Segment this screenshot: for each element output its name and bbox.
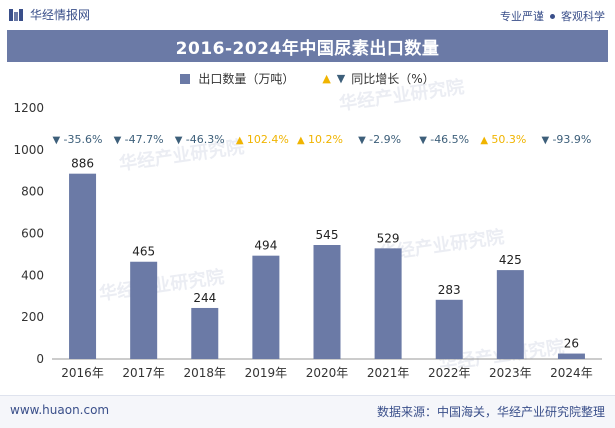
legend-up-triangle-icon: ▲ xyxy=(322,72,331,85)
bar xyxy=(496,270,524,359)
growth-label: 102.4% xyxy=(247,133,289,146)
bar-value-label: 494 xyxy=(254,239,277,253)
x-tick-label: 2017年 xyxy=(122,366,165,380)
bar xyxy=(191,307,219,359)
growth-label: -46.5% xyxy=(430,133,469,146)
chart-title-bar: 2016-2024年中国尿素出口数量 xyxy=(7,30,608,62)
x-tick-label: 2022年 xyxy=(428,366,471,380)
bar-value-label: 886 xyxy=(71,157,94,171)
y-tick-label: 0 xyxy=(36,352,44,366)
y-tick-label: 200 xyxy=(21,310,44,324)
legend-growth-label: 同比增长（%） xyxy=(351,72,435,86)
bar-value-label: 545 xyxy=(316,228,339,242)
growth-down-triangle-icon: ▼ xyxy=(358,135,366,146)
growth-label: -47.7% xyxy=(125,133,164,146)
watermark-text: 华经产业研究院 xyxy=(338,76,466,115)
bar-value-label: 465 xyxy=(132,245,155,259)
x-tick-label: 2021年 xyxy=(367,366,410,380)
slogan-left: 专业严谨 xyxy=(500,10,544,23)
footer: www.huaon.com 数据来源：中国海关，华经产业研究院整理 xyxy=(0,395,615,428)
bar-value-label: 283 xyxy=(438,283,461,297)
brand-logo-icon xyxy=(9,8,23,21)
growth-label: 10.2% xyxy=(308,133,343,146)
bar-value-label: 26 xyxy=(564,337,579,351)
growth-down-triangle-icon: ▼ xyxy=(53,135,61,146)
top-bar: 华经情报网 专业严谨 客观科学 xyxy=(0,0,615,30)
growth-up-triangle-icon: ▲ xyxy=(480,135,488,146)
bar-value-label: 425 xyxy=(499,253,522,267)
y-tick-label: 600 xyxy=(21,227,44,241)
bar-value-label: 529 xyxy=(377,231,400,245)
bar-value-label: 244 xyxy=(193,291,216,305)
x-tick-label: 2024年 xyxy=(550,366,593,380)
chart-legend: 出口数量（万吨） ▲ ▼ 同比增长（%） xyxy=(0,70,615,87)
bar xyxy=(69,173,97,359)
footer-site: www.huaon.com xyxy=(10,403,110,417)
slogan: 专业严谨 客观科学 xyxy=(500,8,605,24)
bar xyxy=(130,261,158,359)
bar xyxy=(435,299,463,359)
x-tick-label: 2018年 xyxy=(184,366,227,380)
chart-title: 2016-2024年中国尿素出口数量 xyxy=(175,38,440,59)
growth-label: -2.9% xyxy=(369,133,401,146)
growth-up-triangle-icon: ▲ xyxy=(297,135,305,146)
legend-bar-swatch xyxy=(180,73,191,84)
y-tick-label: 1000 xyxy=(13,143,44,157)
x-tick-label: 2016年 xyxy=(61,366,104,380)
growth-label: -46.3% xyxy=(186,133,225,146)
x-tick-label: 2019年 xyxy=(245,366,288,380)
y-tick-label: 1200 xyxy=(13,101,44,115)
slogan-dot-icon xyxy=(550,13,555,19)
y-tick-label: 400 xyxy=(21,268,44,282)
bar xyxy=(252,255,280,359)
growth-label: -35.6% xyxy=(64,133,103,146)
growth-up-triangle-icon: ▲ xyxy=(236,135,244,146)
growth-down-triangle-icon: ▼ xyxy=(175,135,183,146)
growth-down-triangle-icon: ▼ xyxy=(114,135,122,146)
legend-bar-label: 出口数量（万吨） xyxy=(198,72,295,86)
growth-down-triangle-icon: ▼ xyxy=(541,135,549,146)
brand-name: 华经情报网 xyxy=(30,8,91,22)
bar xyxy=(313,245,341,359)
growth-label: -93.9% xyxy=(552,133,591,146)
growth-label: 50.3% xyxy=(491,133,526,146)
y-tick-label: 800 xyxy=(21,185,44,199)
footer-source: 数据来源：中国海关，华经产业研究院整理 xyxy=(376,405,605,419)
legend-down-triangle-icon: ▼ xyxy=(336,72,346,85)
brand-logo: 华经情报网 xyxy=(8,6,90,23)
chart-bars xyxy=(69,173,585,359)
growth-down-triangle-icon: ▼ xyxy=(419,135,427,146)
slogan-right: 客观科学 xyxy=(561,10,605,23)
x-tick-label: 2020年 xyxy=(306,366,349,380)
x-tick-label: 2023年 xyxy=(489,366,532,380)
bar xyxy=(374,248,402,359)
bar xyxy=(557,353,585,359)
